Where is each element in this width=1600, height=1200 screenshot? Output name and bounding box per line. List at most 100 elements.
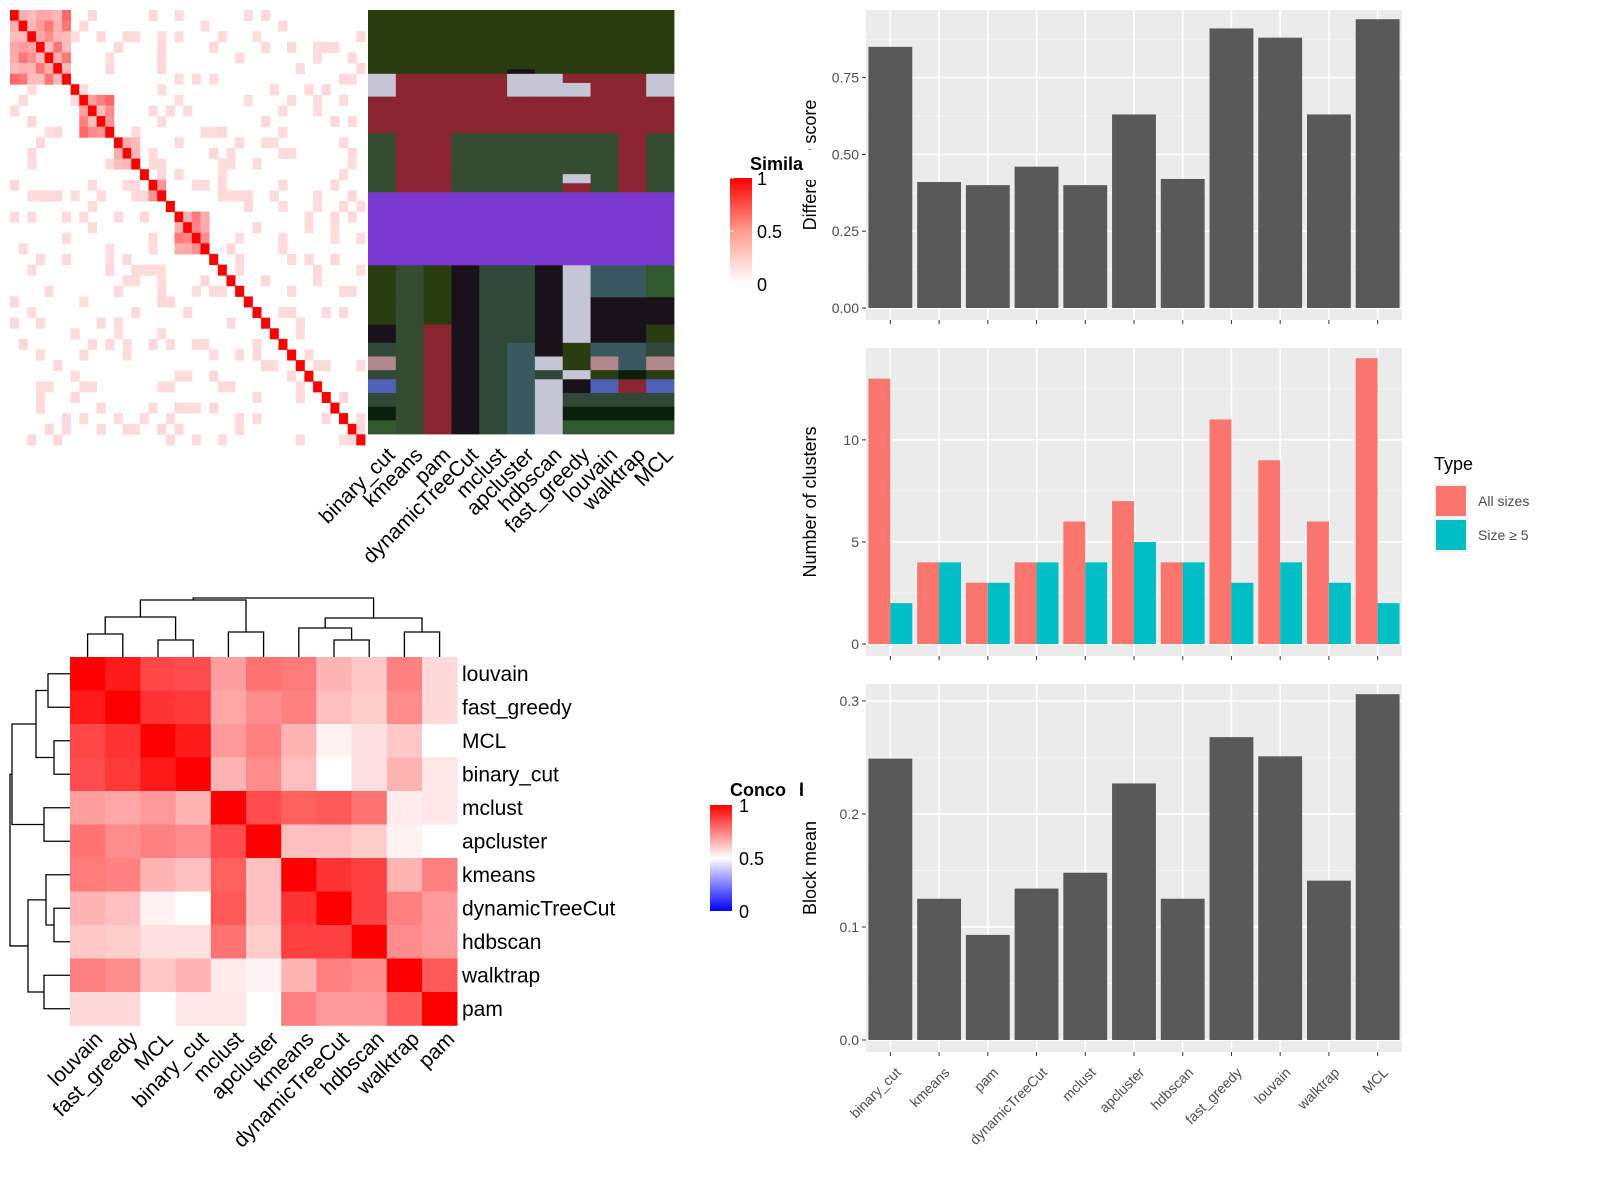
similarity-cell (295, 391, 305, 403)
dendrogram-branch (192, 597, 375, 618)
concordance-cell (316, 791, 352, 825)
similarity-cell (61, 423, 72, 435)
similarity-cell (347, 434, 357, 446)
similarity-cell (209, 41, 219, 53)
concordance-cell (316, 958, 352, 993)
concordance-cell (316, 824, 352, 859)
concordance-cell (246, 824, 282, 859)
x-tick-label: pam (971, 1064, 1002, 1095)
similarity-cell (27, 147, 37, 159)
concordance-cell (70, 757, 106, 792)
bar-all-sizes (868, 378, 891, 644)
concordance-row-label: MCL (462, 730, 506, 753)
similarity-cell (339, 137, 349, 149)
similarity-cell (122, 349, 132, 361)
similarity-cell (321, 391, 331, 403)
similarity-cell (295, 434, 305, 446)
assignment-cell (479, 342, 508, 357)
similarity-cell (10, 73, 20, 85)
similarity-cell (209, 126, 219, 138)
similarity-cell (174, 232, 184, 244)
similarity-cell (10, 179, 20, 191)
concordance-cell (246, 925, 282, 959)
similarity-legend-label: 0.5 (757, 222, 782, 242)
similarity-cell (226, 147, 236, 159)
similarity-cell (235, 190, 245, 202)
assignment-cell (562, 10, 591, 70)
similarity-cell (87, 10, 97, 22)
similarity-cell (35, 402, 46, 414)
concordance-cell (351, 992, 388, 1026)
similarity-cell (157, 275, 167, 287)
similarity-cell (200, 20, 210, 32)
concordance-cell (386, 690, 423, 725)
similarity-cell (252, 31, 262, 43)
similarity-cell (321, 413, 331, 425)
assignment-cell (395, 82, 425, 98)
assignment-cell (368, 342, 397, 357)
similarity-cell (191, 232, 201, 244)
assignment-cell (534, 324, 564, 344)
dendrogram-branch (298, 627, 353, 657)
assignment-cell (395, 420, 425, 435)
similarity-cell (105, 254, 115, 266)
concordance-cell (70, 958, 106, 993)
similarity-cell (18, 94, 28, 106)
assignment-cell (479, 265, 508, 298)
concordance-cell (105, 925, 141, 959)
assignment-cell (646, 82, 675, 98)
similarity-cell (174, 137, 184, 149)
dendrogram-branch (45, 874, 70, 926)
assignment-cell (646, 392, 675, 408)
assignment-cell (618, 379, 647, 394)
assignment-cell (562, 82, 591, 98)
similarity-cell (96, 402, 106, 414)
assignment-cell (451, 379, 480, 394)
similarity-cell (226, 243, 236, 255)
concordance-cell (70, 992, 106, 1026)
assignment-cell (507, 342, 536, 357)
similarity-cell (278, 232, 288, 244)
concordance-cell (105, 824, 141, 859)
assignment-cell (590, 82, 619, 98)
assignment-cell (423, 406, 452, 421)
concordance-cell (70, 858, 106, 892)
assignment-cell (646, 297, 675, 325)
similarity-cell (356, 31, 366, 43)
similarity-cell (261, 137, 271, 149)
assignment-cell (534, 192, 564, 266)
similarity-cell (96, 31, 106, 43)
similarity-cell (53, 52, 63, 64)
assignment-cell (646, 73, 675, 84)
concordance-cell (210, 824, 247, 859)
concordance-row-label: binary_cut (462, 763, 559, 786)
dendrogram-branch (53, 907, 70, 943)
concordance-cell (386, 858, 423, 892)
similarity-cell (70, 31, 80, 43)
concordance-cell (210, 925, 247, 959)
y-tick-label: 0.25 (832, 223, 859, 239)
assignment-cell (423, 342, 452, 357)
concordance-cell (175, 791, 212, 825)
similarity-cell (191, 222, 201, 234)
similarity-cell (304, 222, 314, 234)
similarity-cell (27, 307, 37, 319)
assignment-cell (451, 420, 480, 435)
similarity-cell (35, 391, 46, 403)
similarity-cell (61, 254, 72, 266)
assignment-cell (618, 265, 647, 298)
similarity-cell (131, 275, 141, 287)
concordance-row-label: dynamicTreeCut (462, 897, 615, 920)
concordance-legend-label: 0.5 (739, 849, 764, 869)
similarity-cell (53, 190, 63, 202)
similarity-cell (148, 190, 158, 202)
assignment-cell (534, 265, 564, 298)
similarity-cell (105, 52, 115, 64)
concordance-cell (281, 891, 317, 926)
similarity-cell (122, 254, 132, 266)
assignment-cell (423, 356, 452, 371)
similarity-cell (113, 158, 123, 170)
assignment-cell (423, 69, 452, 75)
assignment-cell (395, 69, 425, 75)
